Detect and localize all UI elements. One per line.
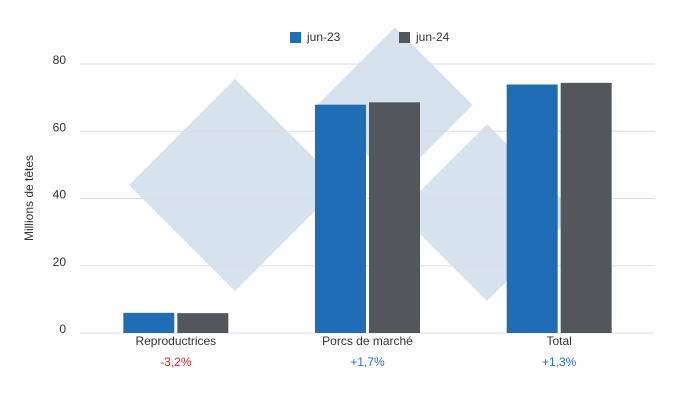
x-tick-label: Total (546, 334, 571, 348)
bar (177, 313, 229, 333)
y-tick-label: 20 (53, 255, 67, 269)
y-tick-label: 80 (53, 53, 67, 67)
y-axis-label: Millions de têtes (22, 155, 36, 241)
x-tick-label: Porcs de marché (322, 334, 413, 348)
x-tick-label: Reproductrices (135, 334, 216, 348)
bar (123, 312, 175, 333)
category-note: -3,2% (160, 355, 192, 369)
bar (315, 104, 366, 333)
y-tick-label: 40 (53, 188, 67, 202)
bar (560, 82, 612, 333)
y-tick-label: 0 (59, 322, 66, 336)
category-note: +1,3% (542, 355, 577, 369)
legend-label: jun-24 (415, 30, 450, 44)
category-note: +1,7% (350, 355, 385, 369)
bar (506, 84, 558, 333)
legend-label: jun-23 (306, 30, 341, 44)
legend-swatch (290, 32, 301, 43)
y-tick-label: 60 (53, 120, 67, 134)
legend-swatch (399, 32, 410, 43)
bar (369, 102, 420, 334)
